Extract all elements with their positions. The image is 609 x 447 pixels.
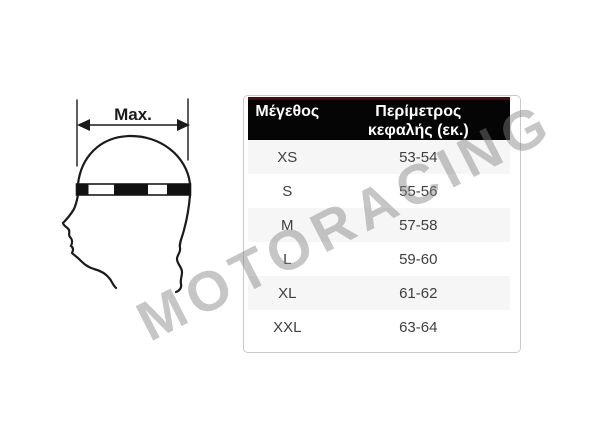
size-cell: XS bbox=[277, 148, 298, 166]
max-label: Max. bbox=[114, 105, 152, 124]
circumference-header-line2: κεφαλής (εκ.) bbox=[367, 122, 469, 139]
table-row: XXL 63-64 bbox=[248, 310, 510, 344]
circumference-cell: 55-56 bbox=[399, 182, 438, 200]
size-table-header-row: Μέγεθος Περίμετρος κεφαλής (εκ.) bbox=[248, 97, 510, 140]
band-black-segment bbox=[114, 184, 148, 195]
size-cell: XXL bbox=[273, 318, 302, 336]
table-row: L 59-60 bbox=[248, 242, 510, 276]
face-profile-outline bbox=[61, 193, 118, 290]
back-of-head-outline bbox=[174, 193, 192, 294]
circumference-cell: 59-60 bbox=[399, 250, 438, 268]
size-cell: L bbox=[283, 250, 292, 268]
arrowhead-right-icon bbox=[177, 119, 190, 131]
size-cell: S bbox=[282, 182, 293, 200]
head-measurement-diagram: Max. bbox=[61, 98, 192, 294]
table-row: XS 53-54 bbox=[248, 140, 510, 174]
table-row: M 57-58 bbox=[248, 208, 510, 242]
circumference-cell: 61-62 bbox=[399, 284, 438, 302]
size-column-header: Μέγεθος bbox=[255, 103, 320, 120]
skull-outline bbox=[76, 134, 192, 186]
band-black-segment bbox=[76, 184, 89, 195]
circumference-cell: 57-58 bbox=[399, 216, 438, 234]
circumference-cell: 53-54 bbox=[399, 148, 438, 166]
table-row: XL 61-62 bbox=[248, 276, 510, 310]
circumference-header-line1: Περίμετρος bbox=[375, 103, 462, 120]
size-table-panel: Μέγεθος Περίμετρος κεφαλής (εκ.) XS 53-5… bbox=[243, 95, 521, 353]
circumference-column-header: Περίμετρος κεφαλής (εκ.) bbox=[327, 100, 510, 140]
table-row: S 55-56 bbox=[248, 174, 510, 208]
circumference-cell: 63-64 bbox=[399, 318, 438, 336]
size-cell: XL bbox=[278, 284, 297, 302]
arrowhead-left-icon bbox=[77, 119, 90, 131]
size-cell: M bbox=[281, 216, 294, 234]
band-black-segment bbox=[167, 184, 191, 195]
